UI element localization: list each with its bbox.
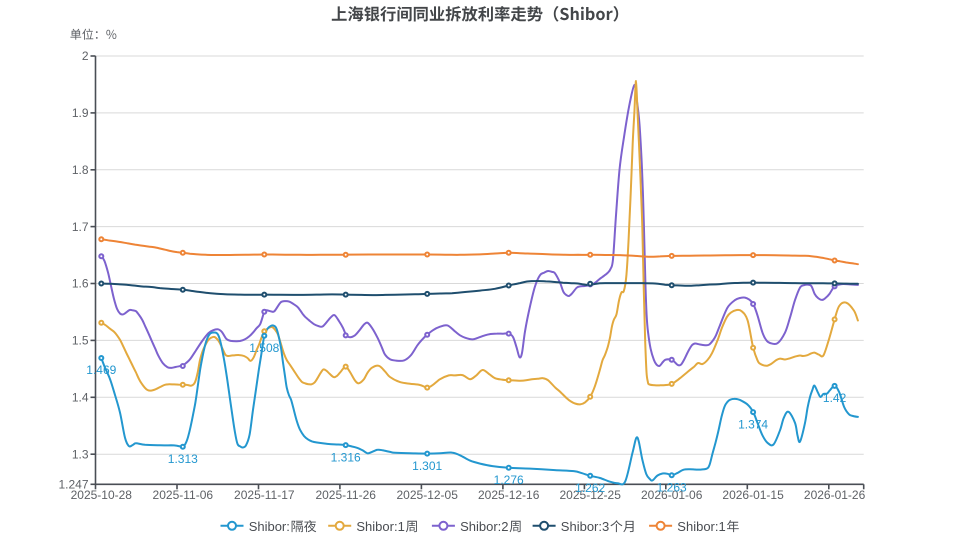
- svg-text:2026-01-26: 2026-01-26: [804, 488, 866, 502]
- svg-text:1.469: 1.469: [86, 363, 116, 377]
- svg-text:1.42: 1.42: [823, 391, 847, 405]
- svg-text:1.3: 1.3: [72, 447, 89, 461]
- svg-text:Shibor:1: Shibor:1: [356, 519, 404, 534]
- svg-text:2025-11-17: 2025-11-17: [234, 488, 295, 502]
- svg-text:Shibor:3: Shibor:3: [561, 519, 609, 534]
- svg-text:2025-11-06: 2025-11-06: [153, 488, 214, 502]
- svg-text:1.316: 1.316: [331, 450, 361, 464]
- svg-text:2025-11-26: 2025-11-26: [315, 488, 376, 502]
- svg-text:1.7: 1.7: [72, 220, 89, 234]
- svg-text:2025-12-16: 2025-12-16: [478, 488, 540, 502]
- svg-text:1.8: 1.8: [72, 163, 89, 177]
- svg-text:2: 2: [82, 49, 89, 63]
- svg-text:1.6: 1.6: [72, 277, 89, 291]
- svg-text:1.508: 1.508: [249, 341, 279, 355]
- svg-text:Shibor:1: Shibor:1: [677, 519, 725, 534]
- svg-text:1.276: 1.276: [494, 473, 524, 487]
- svg-text:2026-01-15: 2026-01-15: [722, 488, 784, 502]
- svg-text:1.313: 1.313: [168, 452, 198, 466]
- svg-text:1.4: 1.4: [72, 391, 89, 405]
- svg-text:1.9: 1.9: [72, 106, 89, 120]
- svg-text:2025-12-05: 2025-12-05: [397, 488, 459, 502]
- svg-text:2026-01-06: 2026-01-06: [641, 488, 703, 502]
- svg-text:1.262: 1.262: [575, 481, 605, 495]
- svg-text:1.5: 1.5: [72, 334, 89, 348]
- svg-text:2025-12-25: 2025-12-25: [560, 488, 622, 502]
- svg-text:2025-10-28: 2025-10-28: [71, 488, 133, 502]
- svg-text:Shibor:: Shibor:: [249, 519, 290, 534]
- svg-text:1.247: 1.247: [58, 478, 88, 492]
- svg-text:Shibor:2: Shibor:2: [460, 519, 508, 534]
- svg-text:1.374: 1.374: [738, 417, 768, 431]
- svg-text:1.301: 1.301: [412, 459, 442, 473]
- svg-text:1.263: 1.263: [657, 480, 687, 494]
